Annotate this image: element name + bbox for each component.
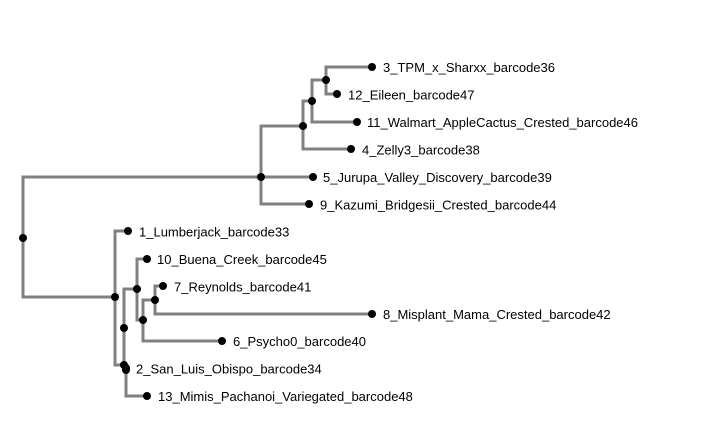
tip-label-t6: 6_Psycho0_barcode40 — [233, 334, 366, 349]
node-root — [19, 234, 27, 242]
node-cladeB5 — [151, 296, 159, 304]
tip-label-t11: 11_Walmart_AppleCactus_Crested_barcode46 — [367, 115, 638, 130]
tip-node-t9 — [305, 200, 313, 208]
tip-node-t12 — [333, 90, 341, 98]
tip-node-t6 — [218, 337, 226, 345]
tip-node-t5 — [309, 173, 317, 181]
branch-t3 — [324, 65, 374, 82]
node-cladeA2 — [308, 97, 316, 105]
branch-cladeB — [21, 236, 117, 299]
branch-t8 — [153, 298, 374, 316]
branch-cladeA3 — [310, 78, 328, 103]
tip-label-t7: 7_Reynolds_barcode41 — [174, 280, 311, 295]
node-cladeA — [257, 173, 265, 181]
branch-cladeA1 — [259, 124, 305, 179]
tip-label-t8: 8_Misplant_Mama_Crested_barcode42 — [383, 307, 611, 322]
branch-t11 — [310, 99, 359, 124]
tip-label-t5: 5_Jurupa_Valley_Discovery_barcode39 — [323, 170, 552, 185]
tree-nodes — [19, 63, 376, 400]
branch-t10 — [135, 257, 149, 291]
branch-t13 — [124, 368, 149, 398]
tip-labels: 3_TPM_x_Sharxx_barcode36 12_Eileen_barco… — [136, 60, 638, 404]
branch-cladeB3 — [122, 287, 139, 330]
tip-label-t13: 13_Mimis_Pachanoi_Variegated_barcode48 — [158, 389, 413, 404]
node-cladeB2 — [120, 324, 128, 332]
node-cladeB — [111, 293, 119, 301]
tip-label-t10: 10_Buena_Creek_barcode45 — [157, 252, 327, 267]
tip-node-t13 — [143, 392, 151, 400]
node-cladeB3 — [133, 285, 141, 293]
tip-node-t4 — [347, 145, 355, 153]
tip-node-t11 — [353, 118, 361, 126]
tip-label-t4: 4_Zelly3_barcode38 — [362, 143, 480, 158]
node-cladeA1 — [299, 122, 307, 130]
branch-t1 — [113, 229, 130, 299]
tip-label-t1: 1_Lumberjack_barcode33 — [139, 225, 289, 240]
tip-label-t3: 3_TPM_x_Sharxx_barcode36 — [383, 60, 555, 75]
tip-node-t3 — [368, 63, 376, 71]
tip-node-t10 — [143, 255, 151, 263]
tip-node-t2 — [122, 364, 130, 372]
tip-label-t2: 2_San_Luis_Obispo_barcode34 — [136, 362, 322, 377]
tip-node-t8 — [368, 310, 376, 318]
tip-node-t1 — [124, 227, 132, 235]
branch-t4 — [301, 124, 353, 151]
node-cladeB4 — [139, 316, 147, 324]
node-cladeA3 — [322, 76, 330, 84]
branch-t6 — [141, 318, 224, 343]
branch-t9 — [259, 175, 311, 206]
tip-label-t9: 9_Kazumi_Bridgesii_Crested_barcode44 — [320, 198, 556, 213]
tip-label-t12: 12_Eileen_barcode47 — [348, 88, 475, 103]
tip-node-t7 — [159, 282, 167, 290]
branch-cladeA — [21, 175, 263, 240]
